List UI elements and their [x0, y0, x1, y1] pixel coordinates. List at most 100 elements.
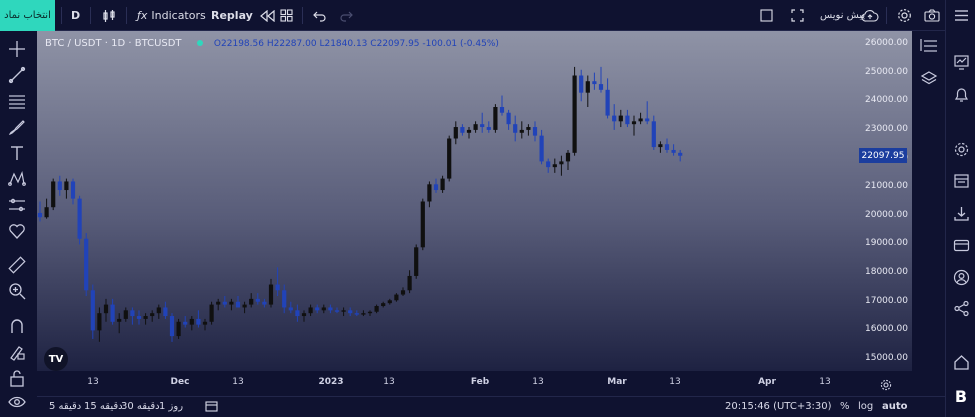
- layouts-icon[interactable]: [280, 0, 293, 31]
- forecast-icon[interactable]: [6, 194, 28, 216]
- candle-body: [381, 303, 386, 307]
- price-tick-label: 16000.00: [865, 324, 908, 335]
- time-tick-label: Feb: [470, 377, 490, 387]
- share-icon[interactable]: [951, 298, 971, 318]
- candle: [275, 267, 280, 296]
- high-label: H: [266, 39, 274, 49]
- candle-body: [539, 135, 544, 162]
- replay-button[interactable]: Replay: [211, 0, 275, 31]
- candle: [532, 121, 538, 142]
- indicators-button[interactable]: ƒx Indicators: [137, 0, 206, 31]
- candle: [44, 198, 49, 219]
- timeframe-5m[interactable]: 5 دقیقه: [49, 401, 82, 412]
- candle-body: [84, 238, 89, 291]
- camera-icon[interactable]: [924, 0, 940, 31]
- candle-body: [592, 81, 597, 85]
- candle-body: [130, 310, 135, 317]
- candle: [64, 178, 69, 199]
- candle-body: [288, 307, 293, 311]
- candle: [651, 115, 656, 150]
- fx-icon: ƒx: [137, 9, 148, 22]
- magnet-icon[interactable]: [6, 315, 28, 337]
- crosshair-icon[interactable]: [6, 38, 28, 60]
- heart-icon[interactable]: [6, 220, 28, 242]
- chart-pane[interactable]: BTC / USDT · 1D · BTCUSDT O22198.56 H222…: [37, 31, 912, 371]
- price-tick-label: 17000.00: [865, 295, 908, 306]
- cloud-upload-icon[interactable]: [861, 0, 879, 31]
- candle-body: [51, 181, 56, 208]
- tradingview-logo[interactable]: TV: [44, 347, 68, 371]
- settings-gear-icon[interactable]: [897, 0, 912, 31]
- percent-toggle[interactable]: %: [840, 401, 850, 412]
- candle-body: [196, 318, 201, 325]
- download-icon[interactable]: [951, 203, 971, 223]
- candle-body: [37, 212, 43, 218]
- ruler-icon[interactable]: [6, 254, 28, 276]
- brush-icon[interactable]: [6, 116, 28, 138]
- lock-drawing-icon[interactable]: [6, 341, 28, 363]
- candle-body: [334, 310, 340, 312]
- watchlist-icon[interactable]: [951, 52, 971, 72]
- candle-body: [295, 310, 300, 317]
- user-icon[interactable]: [951, 267, 971, 287]
- candle: [77, 195, 82, 245]
- candle-body: [235, 301, 241, 308]
- eye-icon[interactable]: [6, 391, 28, 413]
- symbol-search-button[interactable]: انتخاب نماد: [0, 0, 55, 31]
- publish-label[interactable]: پیش نویس: [820, 10, 866, 21]
- candle-body: [341, 310, 346, 312]
- candle: [163, 301, 168, 319]
- time-tick-label: Mar: [607, 377, 627, 387]
- text-icon[interactable]: [6, 142, 28, 164]
- timeframe-15m[interactable]: 15 دقیقه: [84, 401, 123, 412]
- log-toggle[interactable]: log: [858, 401, 874, 412]
- fib-icon[interactable]: [6, 90, 28, 112]
- object-tree-icon[interactable]: [919, 37, 939, 59]
- candle-body: [618, 115, 623, 122]
- zoom-icon[interactable]: [6, 280, 28, 302]
- lock-icon[interactable]: [6, 367, 28, 389]
- timeframe-30m[interactable]: 30 دقیقه: [121, 401, 160, 412]
- layers-icon[interactable]: [920, 70, 938, 92]
- card-icon[interactable]: [951, 235, 971, 255]
- price-axis[interactable]: 26000.0025000.0024000.0023000.0022000.00…: [859, 31, 912, 371]
- candle-body: [150, 313, 155, 317]
- clock-timezone[interactable]: 20:15:46 (UTC+3:30): [725, 401, 832, 412]
- price-tick-label: 20000.00: [865, 209, 908, 220]
- redo-icon[interactable]: [340, 0, 353, 31]
- candles-icon[interactable]: [102, 0, 116, 31]
- trendline-icon[interactable]: [6, 64, 28, 86]
- home-icon[interactable]: [951, 352, 971, 372]
- candle-body: [308, 307, 313, 314]
- date-range-icon[interactable]: [205, 400, 218, 415]
- candle-body: [249, 298, 254, 305]
- interval-button[interactable]: D: [71, 9, 81, 22]
- pattern-icon[interactable]: [6, 168, 28, 190]
- candle-body: [348, 310, 353, 314]
- calendar-icon[interactable]: [951, 170, 971, 190]
- candle-body: [387, 300, 392, 304]
- divider: [90, 7, 91, 24]
- candle-body: [585, 81, 590, 93]
- candle-body: [315, 307, 320, 311]
- candle: [301, 310, 307, 322]
- auto-toggle[interactable]: auto: [882, 401, 908, 412]
- undo-icon[interactable]: [313, 0, 326, 31]
- candle: [328, 304, 333, 314]
- candle: [572, 66, 577, 156]
- candle: [37, 201, 43, 222]
- candle: [348, 307, 353, 317]
- candle: [473, 121, 478, 133]
- candlestick-plot[interactable]: [37, 31, 859, 371]
- fullscreen-box-icon[interactable]: [760, 0, 773, 31]
- alert-icon[interactable]: [951, 84, 971, 104]
- brand-b-icon[interactable]: B: [954, 386, 968, 406]
- settings-icon[interactable]: [951, 139, 971, 159]
- candle-body: [579, 75, 584, 93]
- time-axis[interactable]: 13 Dec 13 2023 13 Feb 13 Mar 13 Apr 13: [37, 371, 912, 396]
- candle-body: [97, 313, 102, 331]
- timeframe-1d[interactable]: 1 روز: [159, 401, 184, 412]
- axis-settings-icon[interactable]: [880, 376, 892, 395]
- expand-icon[interactable]: [791, 0, 804, 31]
- menu-icon[interactable]: [951, 5, 971, 25]
